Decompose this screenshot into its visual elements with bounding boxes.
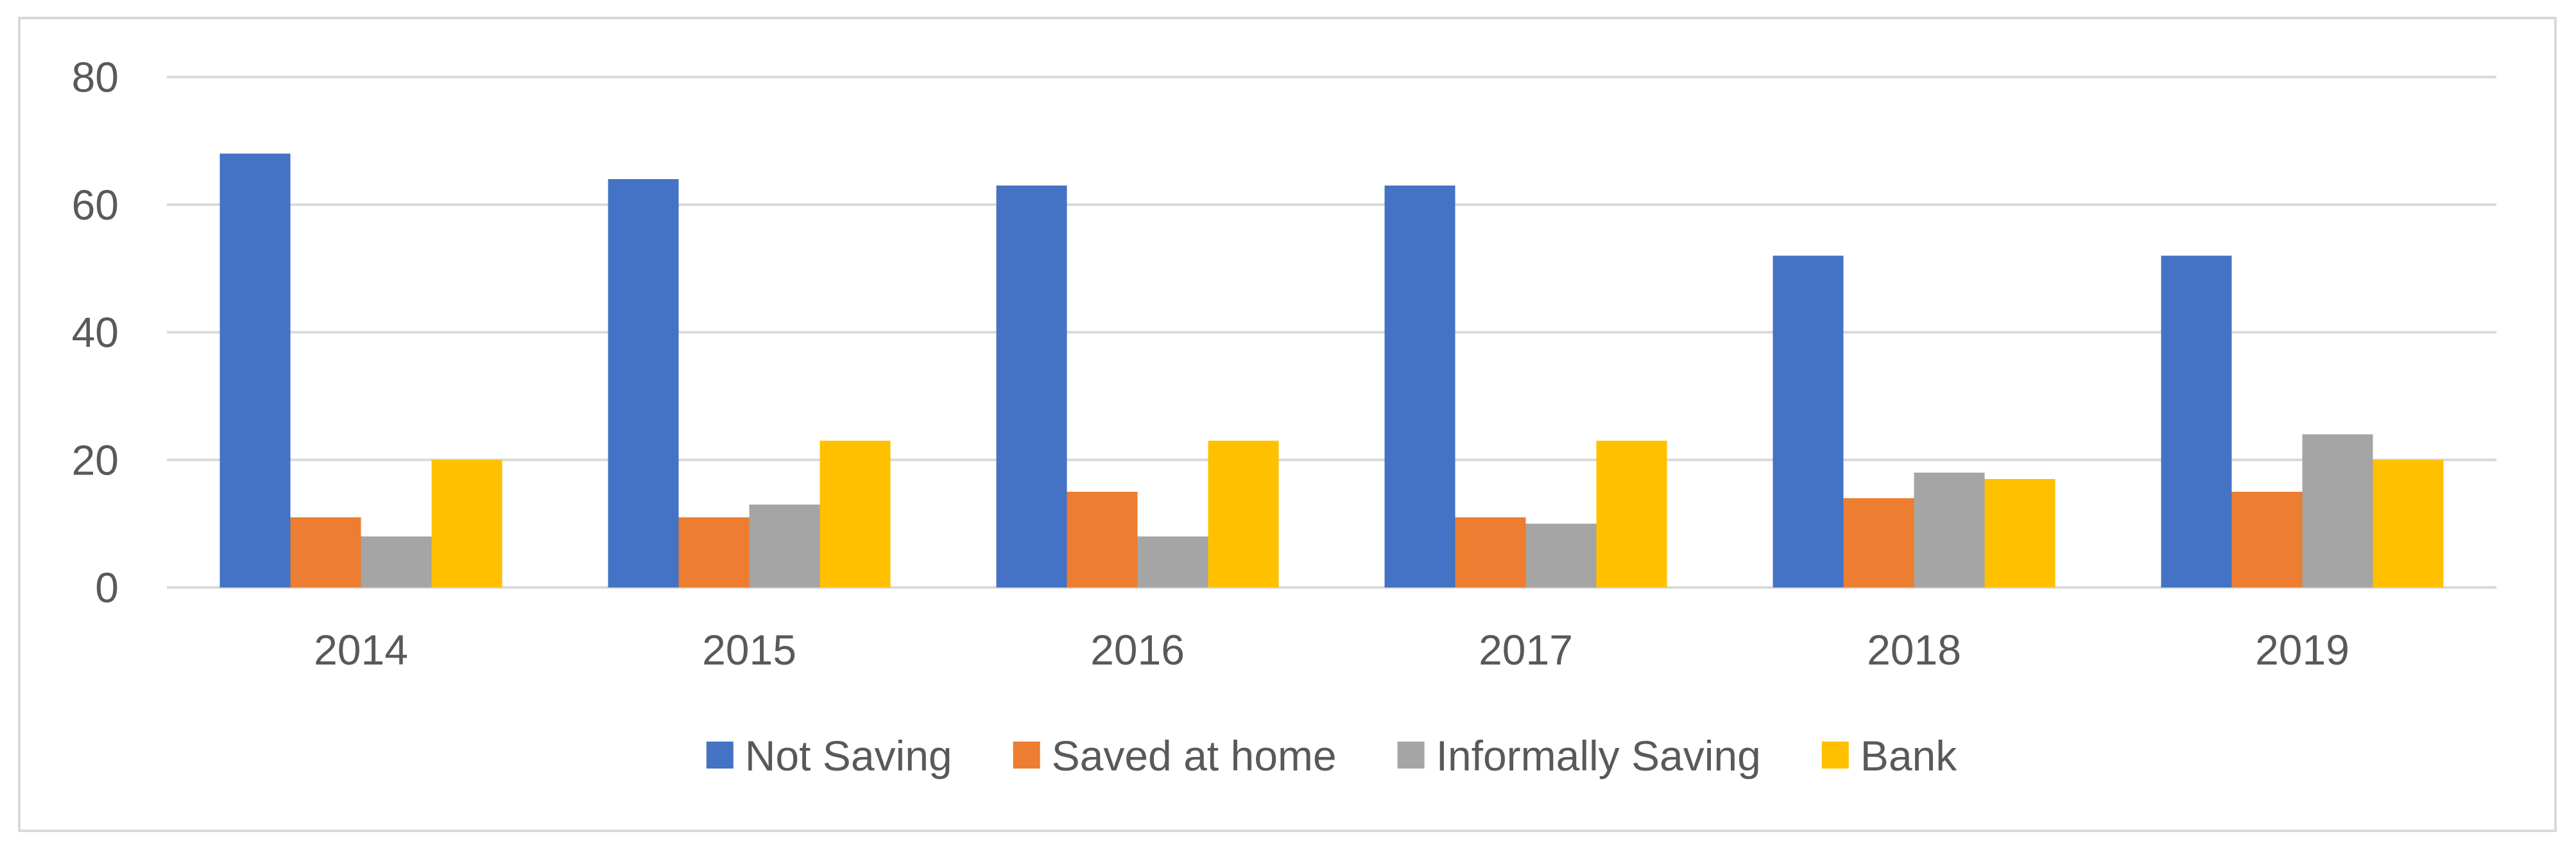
- bar-saved-at-home-2017: [1455, 517, 1526, 587]
- legend-item-bank: Bank: [1821, 732, 1957, 779]
- bar-informally-saving-2016: [1137, 536, 1208, 587]
- bar-bank-2019: [2373, 460, 2444, 587]
- bar-not-saving-2017: [1384, 185, 1455, 587]
- y-tick-label: 60: [72, 181, 119, 229]
- bar-informally-saving-2017: [1525, 523, 1597, 587]
- bar-not-saving-2016: [996, 185, 1067, 587]
- x-tick-label: 2016: [1090, 626, 1185, 674]
- x-tick-label: 2019: [2255, 626, 2349, 674]
- legend-swatch: [706, 742, 734, 769]
- bar-not-saving-2019: [2161, 256, 2232, 587]
- legend-label: Informally Saving: [1436, 732, 1761, 779]
- bars: [219, 153, 2444, 587]
- x-axis-tick-labels: 2014 2015 2016 2017 2018 2019: [314, 626, 2349, 674]
- legend-label: Saved at home: [1052, 732, 1337, 779]
- y-tick-label: 20: [72, 436, 119, 483]
- bar-saved-at-home-2014: [290, 517, 361, 587]
- x-tick-label: 2014: [314, 626, 408, 674]
- y-tick-label: 80: [72, 53, 119, 101]
- chart-frame: [18, 17, 2557, 832]
- y-axis-tick-labels: 0 20 40 60 80: [72, 53, 119, 611]
- bar-informally-saving-2015: [749, 504, 820, 587]
- bar-bank-2015: [820, 440, 891, 587]
- legend-label: Bank: [1860, 732, 1957, 779]
- x-tick-label: 2017: [1479, 626, 1573, 674]
- bar-bank-2017: [1596, 440, 1667, 587]
- bar-bank-2014: [431, 460, 502, 587]
- x-tick-label: 2015: [702, 626, 796, 674]
- y-tick-label: 0: [95, 564, 119, 611]
- gridlines: [167, 76, 2496, 589]
- bar-saved-at-home-2016: [1067, 491, 1138, 587]
- x-tick-label: 2018: [1867, 626, 1961, 674]
- bar-saved-at-home-2015: [678, 517, 750, 587]
- legend-label: Not Saving: [745, 732, 952, 779]
- legend: Not Saving Saved at home Informally Saving…: [706, 732, 1957, 779]
- legend-item-informally-saving: Informally Saving: [1397, 732, 1761, 779]
- bar-saved-at-home-2019: [2231, 491, 2303, 587]
- bar-not-saving-2014: [219, 153, 291, 587]
- bar-bank-2018: [1984, 479, 2056, 587]
- bar-not-saving-2018: [1773, 256, 1844, 587]
- legend-item-saved-at-home: Saved at home: [1013, 732, 1337, 779]
- bar-informally-saving-2018: [1914, 473, 1985, 587]
- bar-saved-at-home-2018: [1843, 498, 1914, 587]
- bar-bank-2016: [1208, 440, 1279, 587]
- y-tick-label: 40: [72, 309, 119, 356]
- legend-swatch: [1397, 742, 1425, 769]
- bar-informally-saving-2019: [2302, 434, 2373, 587]
- bar-not-saving-2015: [608, 179, 679, 587]
- bar-informally-saving-2014: [361, 536, 432, 587]
- legend-swatch: [1013, 742, 1040, 769]
- legend-item-not-saving: Not Saving: [706, 732, 952, 779]
- legend-swatch: [1821, 742, 1849, 769]
